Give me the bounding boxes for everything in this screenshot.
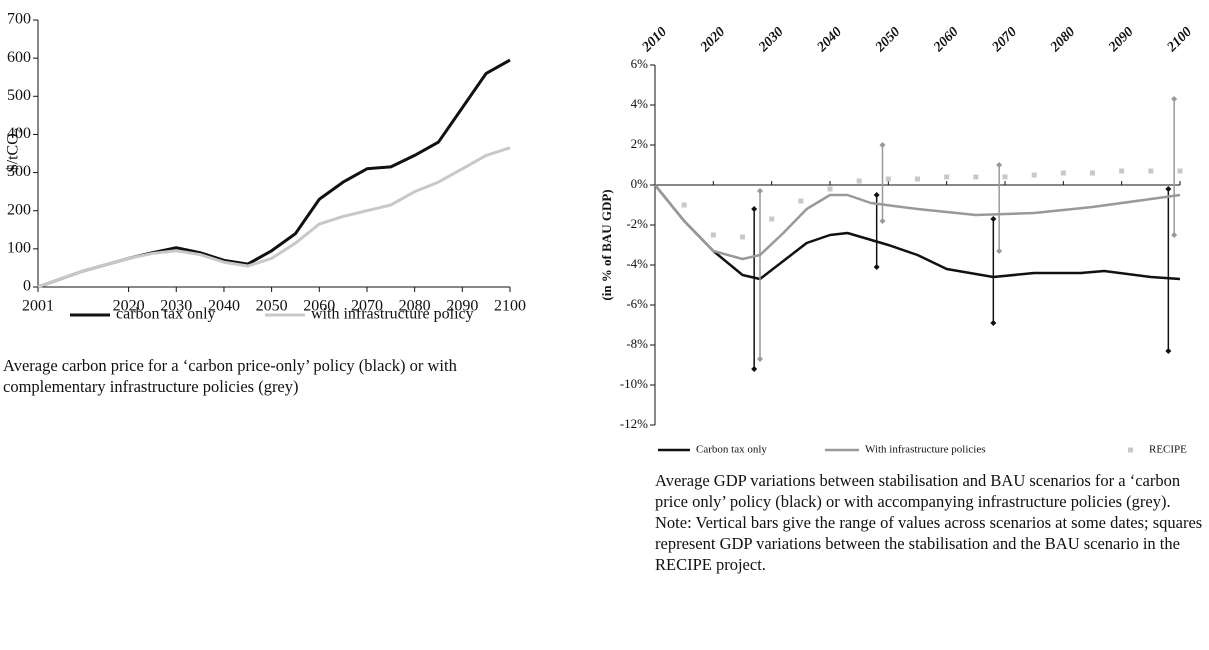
marker	[856, 178, 862, 184]
legend-marker	[1128, 447, 1133, 453]
x-tick-label: 2050	[256, 298, 288, 315]
x-tick-label: 2020	[697, 25, 728, 56]
error-bar	[757, 188, 763, 362]
x-tick-label: 2090	[1106, 25, 1137, 56]
x-tick-label: 2080	[1047, 25, 1078, 56]
y-tick-label: 600	[7, 49, 31, 66]
marker	[915, 176, 920, 182]
series-line	[654, 184, 1181, 261]
error-bar-cap	[996, 162, 1003, 168]
x-tick-label: 2100	[1164, 25, 1195, 56]
caption: Average GDP variations between stabilisa…	[655, 471, 1203, 574]
marker	[1148, 168, 1154, 174]
y-tick-label: 200	[7, 201, 31, 218]
y-tick-label: 700	[7, 11, 31, 28]
y-tick-label: -12%	[620, 416, 648, 431]
error-bar-cap	[879, 142, 886, 148]
marker	[827, 186, 833, 192]
marker	[1090, 170, 1095, 176]
x-tick-label: 2010	[639, 25, 670, 56]
x-tick-label: 2050	[872, 25, 903, 56]
error-bar	[990, 216, 997, 326]
series-line	[654, 184, 1181, 281]
x-tick-label: 2030	[756, 25, 787, 56]
series-line	[37, 146, 511, 289]
y-tick-label: 2%	[631, 136, 649, 151]
y-tick-label: -8%	[626, 336, 648, 351]
error-bar	[751, 206, 758, 372]
error-bar-cap	[751, 366, 758, 372]
marker	[740, 234, 745, 240]
y-tick-label: 0	[23, 278, 31, 295]
error-bar-cap	[751, 206, 758, 212]
series-line	[37, 58, 511, 289]
marker	[1060, 170, 1066, 176]
y-tick-label: -6%	[626, 296, 648, 311]
legend-label: carbon tax only	[116, 306, 216, 323]
marker	[1002, 174, 1008, 180]
error-bar-cap	[1171, 96, 1178, 102]
marker	[944, 174, 950, 180]
legend-label: With infrastructure policies	[865, 444, 986, 456]
error-bar-cap	[879, 218, 886, 224]
y-tick-label: 500	[7, 87, 31, 104]
error-bar	[996, 162, 1003, 254]
y-tick-label: -4%	[626, 256, 648, 271]
error-bar-cap	[1165, 348, 1172, 354]
x-tick-label: 2030	[160, 298, 192, 315]
error-bar	[1165, 186, 1172, 354]
error-bar-cap	[873, 264, 880, 270]
error-bar	[879, 142, 886, 224]
x-tick-label: 2001	[22, 298, 54, 315]
legend-label: Carbon tax only	[696, 444, 767, 456]
error-bar-cap	[1171, 232, 1178, 238]
marker	[1177, 168, 1183, 174]
y-axis-label: $/tCO₂	[5, 128, 22, 173]
legend-label: with infrastructure policy	[311, 306, 474, 323]
error-bar-cap	[996, 248, 1003, 254]
y-tick-label: 300	[7, 163, 31, 180]
marker	[681, 202, 687, 208]
marker	[798, 198, 804, 204]
x-tick-label: 2080	[399, 298, 431, 315]
y-tick-label: -2%	[626, 216, 648, 231]
y-axis-label: (in % of BAU GDP)	[599, 189, 614, 300]
y-tick-label: 400	[7, 125, 31, 142]
y-tick-label: 0%	[631, 176, 649, 191]
error-bar	[873, 192, 880, 270]
caption: Average carbon price for a ‘carbon price…	[3, 356, 457, 396]
error-bar-cap	[990, 320, 997, 326]
x-tick-label: 2070	[351, 298, 383, 315]
x-tick-label: 2060	[303, 298, 335, 315]
x-tick-label: 2060	[931, 25, 962, 56]
error-bar	[1171, 96, 1178, 238]
y-tick-label: -10%	[620, 376, 648, 391]
error-bar-cap	[990, 216, 997, 222]
x-tick-label: 2020	[113, 298, 145, 315]
marker	[769, 216, 775, 222]
error-bar-cap	[1165, 186, 1172, 192]
error-bar-cap	[757, 356, 763, 362]
error-bar-cap	[873, 192, 880, 198]
y-tick-label: 4%	[631, 96, 649, 111]
x-tick-label: 2040	[208, 298, 240, 315]
x-tick-label: 2090	[446, 298, 478, 315]
legend-label: RECIPE	[1149, 444, 1187, 456]
x-tick-label: 2070	[989, 25, 1020, 56]
y-tick-label: 6%	[631, 56, 649, 71]
marker	[1031, 172, 1037, 178]
marker	[1119, 168, 1125, 174]
marker	[710, 232, 716, 238]
x-tick-label: 2100	[494, 298, 526, 315]
marker	[885, 176, 891, 182]
error-bar-cap	[757, 188, 763, 194]
y-tick-label: 100	[7, 240, 31, 257]
marker	[973, 174, 979, 180]
x-tick-label: 2040	[814, 25, 845, 56]
